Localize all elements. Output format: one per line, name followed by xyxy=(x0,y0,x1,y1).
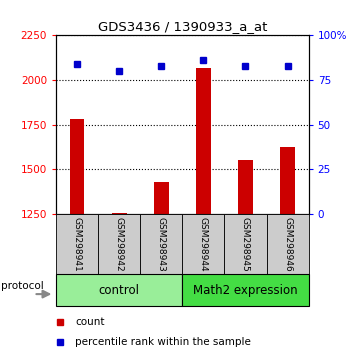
Text: GSM298943: GSM298943 xyxy=(157,217,166,272)
Text: GSM298946: GSM298946 xyxy=(283,217,292,272)
Bar xyxy=(182,274,309,306)
Text: GSM298945: GSM298945 xyxy=(241,217,250,272)
Bar xyxy=(182,214,225,274)
Bar xyxy=(225,214,266,274)
Text: GSM298942: GSM298942 xyxy=(115,217,123,272)
Title: GDS3436 / 1390933_a_at: GDS3436 / 1390933_a_at xyxy=(97,20,267,33)
Bar xyxy=(266,214,309,274)
Bar xyxy=(112,213,126,214)
Bar xyxy=(196,68,211,214)
Text: protocol: protocol xyxy=(1,281,44,291)
Bar xyxy=(70,119,84,214)
Text: GSM298944: GSM298944 xyxy=(199,217,208,272)
Text: GSM298941: GSM298941 xyxy=(73,217,82,272)
Text: Math2 expression: Math2 expression xyxy=(193,284,298,297)
Bar xyxy=(238,160,253,214)
Bar xyxy=(140,214,182,274)
Bar xyxy=(56,214,98,274)
Text: percentile rank within the sample: percentile rank within the sample xyxy=(75,337,251,347)
Text: count: count xyxy=(75,318,105,327)
Bar xyxy=(280,147,295,214)
Bar xyxy=(98,214,140,274)
Bar xyxy=(56,274,182,306)
Bar xyxy=(154,182,169,214)
Text: control: control xyxy=(99,284,140,297)
